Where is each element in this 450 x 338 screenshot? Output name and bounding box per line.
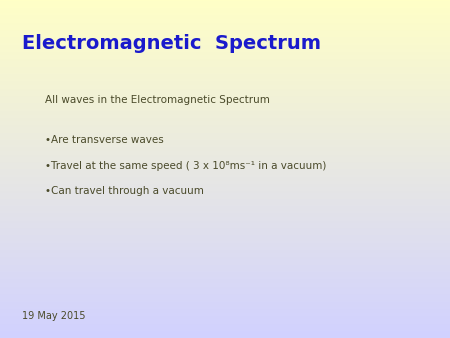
Text: •Are transverse waves: •Are transverse waves xyxy=(45,135,164,145)
Text: All waves in the Electromagnetic Spectrum: All waves in the Electromagnetic Spectru… xyxy=(45,95,270,105)
Text: •Can travel through a vacuum: •Can travel through a vacuum xyxy=(45,186,204,196)
Text: •Travel at the same speed ( 3 x 10⁸ms⁻¹ in a vacuum): •Travel at the same speed ( 3 x 10⁸ms⁻¹ … xyxy=(45,161,326,171)
Text: Electromagnetic  Spectrum: Electromagnetic Spectrum xyxy=(22,34,321,53)
Text: 19 May 2015: 19 May 2015 xyxy=(22,311,86,321)
